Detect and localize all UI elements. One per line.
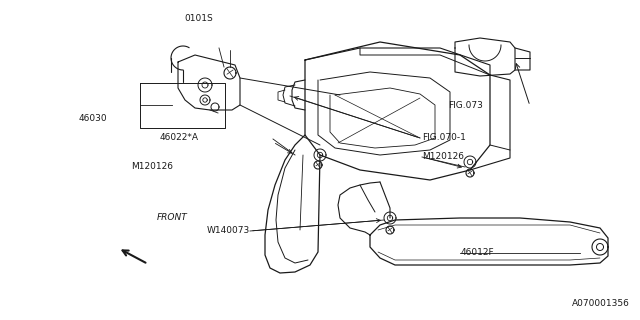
Text: 46030: 46030 <box>79 114 108 123</box>
Text: W140073: W140073 <box>206 226 250 235</box>
Text: FRONT: FRONT <box>157 213 188 222</box>
Text: M120126: M120126 <box>131 162 173 171</box>
Text: A070001356: A070001356 <box>572 299 630 308</box>
Text: 46012F: 46012F <box>461 248 495 257</box>
Text: FIG.073: FIG.073 <box>448 101 483 110</box>
Text: FIG.070-1: FIG.070-1 <box>422 133 467 142</box>
Text: 46022*A: 46022*A <box>160 133 198 142</box>
Text: M120126: M120126 <box>422 152 465 161</box>
Text: 0101S: 0101S <box>184 14 212 23</box>
